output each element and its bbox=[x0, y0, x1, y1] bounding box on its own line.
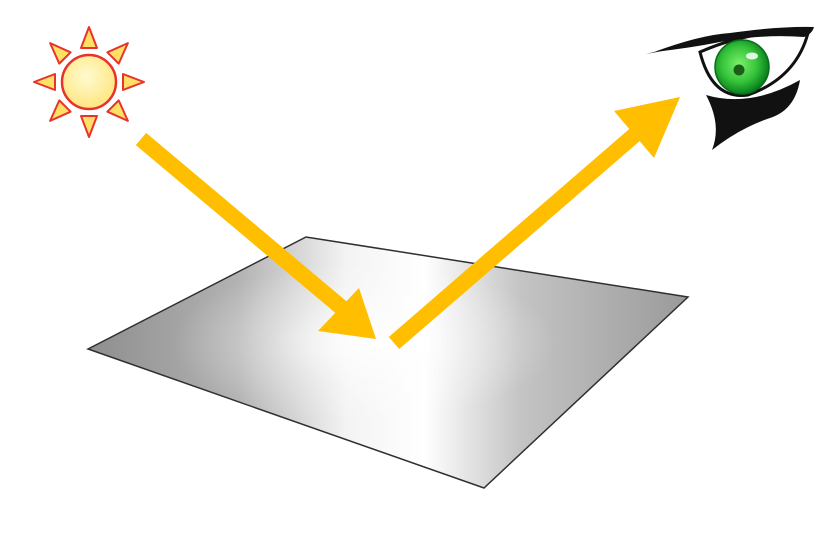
eye-upper-lid bbox=[654, 26, 814, 52]
reflected-ray-arrow bbox=[388, 97, 680, 350]
surface-highlight bbox=[88, 237, 688, 488]
sun-disc bbox=[60, 53, 118, 111]
sun-icon bbox=[33, 26, 145, 138]
reflected-ray-shaft bbox=[388, 125, 644, 350]
incident-ray-arrow bbox=[135, 132, 376, 339]
incident-ray-head bbox=[318, 288, 376, 339]
eye-pupil bbox=[733, 64, 745, 76]
eye-lower-lid bbox=[706, 80, 800, 150]
reflected-ray-head bbox=[614, 97, 680, 158]
sun-rays bbox=[33, 26, 145, 138]
eye-icon bbox=[646, 26, 814, 150]
reflective-surface bbox=[86, 236, 690, 489]
incident-ray-shaft bbox=[135, 132, 348, 315]
eye-corner bbox=[646, 50, 668, 54]
eye-glint bbox=[746, 52, 758, 60]
